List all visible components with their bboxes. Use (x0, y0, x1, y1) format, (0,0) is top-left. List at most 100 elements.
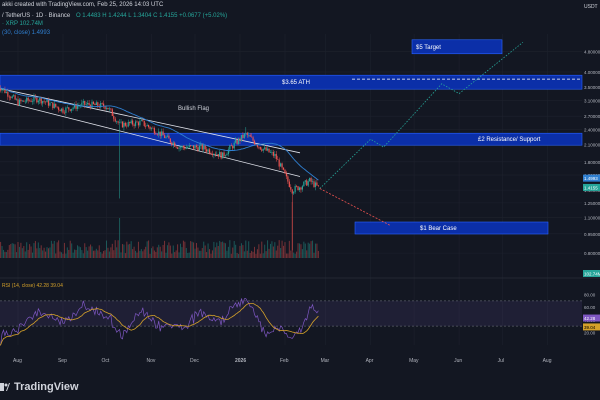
volume-bar (79, 247, 81, 258)
candle-body (104, 106, 106, 109)
candle-body (198, 145, 200, 151)
volume-bar (143, 249, 145, 258)
volume-bar (217, 245, 219, 258)
price-tick-label: 1.800000 (584, 160, 600, 165)
volume-bar (290, 250, 292, 258)
volume-bar (243, 251, 245, 258)
candle-body (84, 101, 86, 105)
volume-bar (191, 241, 193, 258)
volume-bar (97, 250, 99, 258)
volume-bar (310, 241, 312, 258)
candle-body (200, 144, 202, 146)
candle-body (126, 125, 128, 127)
candle-body (288, 181, 290, 188)
candle-body (237, 138, 240, 145)
candle-body (230, 145, 232, 147)
volume-bar (29, 244, 31, 258)
volume-bar (271, 241, 273, 258)
volume-bar (165, 252, 167, 258)
volume-bar (71, 243, 73, 258)
volume-bar (94, 250, 96, 258)
candle-body (116, 121, 118, 123)
ath-level-label: $3.65 ATH (282, 80, 310, 86)
last-price-badge (583, 183, 600, 191)
volume-bar (211, 250, 213, 258)
candle-body (97, 102, 99, 107)
price-tick-label: 2.700000 (584, 114, 600, 119)
volume-bar (72, 252, 74, 258)
volume-bar (26, 242, 28, 258)
candle-body (59, 109, 61, 112)
volume-bar (267, 240, 269, 258)
volume-bar (91, 246, 93, 258)
candle-body (52, 102, 54, 109)
candle-body (117, 121, 119, 123)
volume-bar (178, 252, 180, 258)
volume-bar (197, 247, 199, 258)
volume-bar (136, 252, 138, 258)
candle-body (145, 125, 147, 127)
price-tick-label: 4.000000 (584, 70, 600, 75)
candle-body (62, 108, 64, 113)
candle-body (232, 146, 234, 149)
volume-bar (169, 245, 171, 258)
candle-body (53, 103, 55, 109)
candle-body (21, 100, 23, 102)
volume-bar (262, 253, 264, 258)
volume-bar (1, 246, 3, 258)
volume-bar (278, 240, 280, 258)
candle-body (233, 142, 235, 149)
candle-body (156, 134, 158, 135)
candle-body (240, 134, 243, 141)
candle-body (277, 159, 279, 160)
candle-body (220, 152, 222, 159)
volume-bar (104, 250, 106, 258)
candle-body (60, 108, 63, 112)
time-tick-label: 2026 (235, 358, 246, 364)
volume-bar (90, 244, 92, 258)
candle-body (111, 109, 113, 116)
candle-body (211, 153, 214, 156)
candle-body (55, 103, 57, 107)
candle-body (243, 133, 245, 138)
tradingview-brand[interactable]: TradingView (14, 381, 79, 393)
candle-body (172, 142, 174, 145)
candle-body (184, 147, 186, 149)
candle-body (114, 118, 116, 122)
volume-bar (277, 245, 279, 258)
candle-body (275, 154, 277, 160)
time-tick-label: Apr (366, 358, 374, 364)
volume-bar (121, 244, 123, 258)
volume-bar (137, 241, 139, 258)
candle-body (10, 97, 12, 99)
candle-body (31, 101, 34, 102)
header-line1: akki created with TradingView.com, Feb 2… (2, 2, 164, 8)
candle-body (5, 91, 7, 93)
candle-body (313, 181, 315, 187)
volume-bar (288, 240, 290, 258)
volume-bar (258, 244, 260, 258)
target-level-label: $5 Target (416, 45, 441, 51)
volume-bar (193, 242, 195, 258)
candle-body (27, 97, 29, 101)
rsi-tick-label: 60.00 (584, 305, 596, 310)
candle-body (153, 128, 155, 134)
candle-body (39, 97, 41, 101)
candle-body (316, 182, 318, 186)
volume-bar (249, 253, 251, 258)
candle-body (227, 149, 229, 155)
candle-body (0, 88, 2, 91)
volume-bar (130, 241, 132, 258)
candle-body (11, 96, 13, 99)
volume-bar (304, 243, 306, 258)
rsi-band (0, 300, 582, 327)
volume-bar (162, 244, 164, 258)
candle-body (194, 145, 196, 149)
volume-bar (92, 250, 94, 258)
volume-bar (251, 250, 253, 258)
candle-body (65, 107, 67, 114)
volume-bar (235, 244, 237, 258)
volume-bar (132, 249, 134, 258)
time-tick-label: May (409, 358, 419, 364)
candle-body (137, 122, 140, 126)
